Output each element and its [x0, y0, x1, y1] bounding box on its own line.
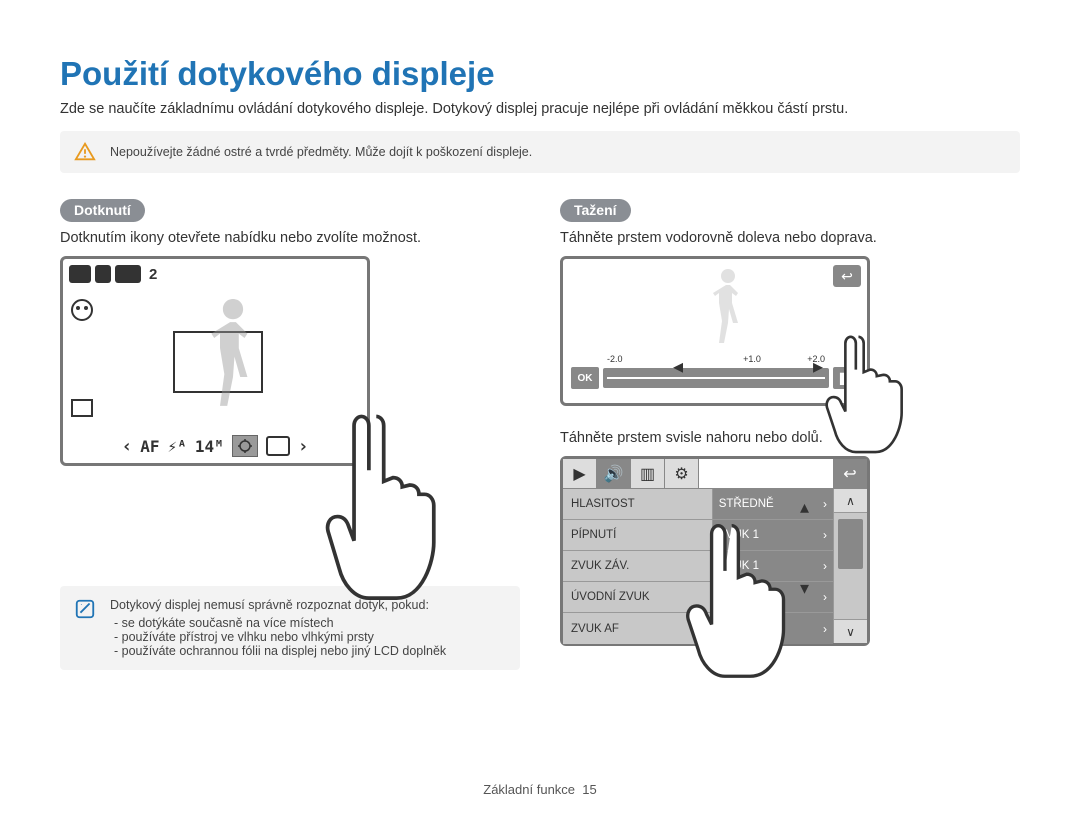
- camera-flash-icon: [95, 265, 111, 283]
- intro-text: Zde se naučíte základnímu ovládání dotyk…: [60, 101, 1020, 117]
- warning-text: Nepoužívejte žádné ostré a tvrdé předmět…: [110, 145, 532, 159]
- tab-display-icon: ▥: [631, 459, 665, 488]
- arrow-left-icon: ◂: [673, 354, 683, 379]
- drag-label: Tažení: [560, 199, 631, 222]
- camera-screen-illustration: 2 ‹ AF ⚡ᴬ 14ᴹ ›: [60, 256, 370, 466]
- info-item: používáte ochrannou fólii na displej neb…: [110, 644, 446, 658]
- warning-box: Nepoužívejte žádné ostré a tvrdé předmět…: [60, 131, 1020, 173]
- shots-remaining: 2: [149, 266, 157, 283]
- info-item: se dotýkáte současně na více místech: [110, 616, 446, 630]
- gallery-icon: [71, 399, 93, 417]
- col-drag: Tažení Táhněte prstem vodorovně doleva n…: [560, 199, 1020, 670]
- camera-top-icons: 2: [69, 265, 157, 283]
- flash-label: ⚡ᴬ: [168, 437, 187, 456]
- page-number: 15: [582, 782, 596, 797]
- touch-label: Dotknutí: [60, 199, 145, 222]
- menu-label: HLASITOST: [563, 489, 713, 519]
- camera-mode-icon: [69, 265, 91, 283]
- arrow-left-icon: ‹: [121, 436, 132, 457]
- col-touch: Dotknutí Dotknutím ikony otevřete nabídk…: [60, 199, 520, 670]
- drag-desc-h: Táhněte prstem vodorovně doleva nebo dop…: [560, 230, 1020, 246]
- slider-screen-illustration: ↩ OK -2.0 +1.0 +2.0 ◧ ◂▸: [560, 256, 870, 406]
- page-title: Použití dotykového displeje: [60, 55, 1020, 93]
- tab-play-icon: ▶: [563, 459, 597, 488]
- warning-icon: [74, 141, 96, 163]
- back-icon: ↩: [833, 459, 867, 488]
- tab-sound-icon: 🔊: [597, 459, 631, 488]
- menu-tabs: ▶ 🔊 ▥ ⚙ ↩: [563, 459, 867, 489]
- pointing-hand-icon: [228, 409, 532, 613]
- touch-desc: Dotknutím ikony otevřete nabídku nebo zv…: [60, 230, 520, 246]
- camera-battery-icon: [115, 265, 141, 283]
- face-detect-icon: [71, 299, 93, 321]
- tab-settings-icon: ⚙: [665, 459, 699, 488]
- chevron-right-icon: ›: [823, 497, 827, 511]
- menu-screen-illustration: ▶ 🔊 ▥ ⚙ ↩ HLASITOST STŘEDNĚ› PÍPNUTÍ ZVU…: [560, 456, 870, 646]
- menu-value: STŘEDNĚ›: [713, 489, 833, 519]
- ok-button-icon: OK: [571, 367, 599, 389]
- scroll-up-icon: ∧: [834, 489, 867, 513]
- back-icon: ↩: [833, 265, 861, 287]
- dragging-hand-icon: [583, 519, 887, 703]
- info-list: se dotýkáte současně na více místech pou…: [110, 616, 446, 658]
- dragging-hand-icon: [713, 329, 1017, 473]
- arrow-up-icon: ▴: [800, 497, 809, 518]
- tick-left: -2.0: [607, 354, 623, 364]
- menu-row: HLASITOST STŘEDNĚ›: [563, 489, 833, 520]
- af-label: AF: [140, 437, 159, 456]
- info-icon: [74, 598, 96, 658]
- resolution-label: 14ᴹ: [195, 437, 224, 456]
- info-item: používáte přístroj ve vlhku nebo vlhkými…: [110, 630, 446, 644]
- page-footer: Základní funkce 15: [0, 782, 1080, 797]
- footer-section: Základní funkce: [483, 782, 575, 797]
- content-columns: Dotknutí Dotknutím ikony otevřete nabídk…: [60, 199, 1020, 670]
